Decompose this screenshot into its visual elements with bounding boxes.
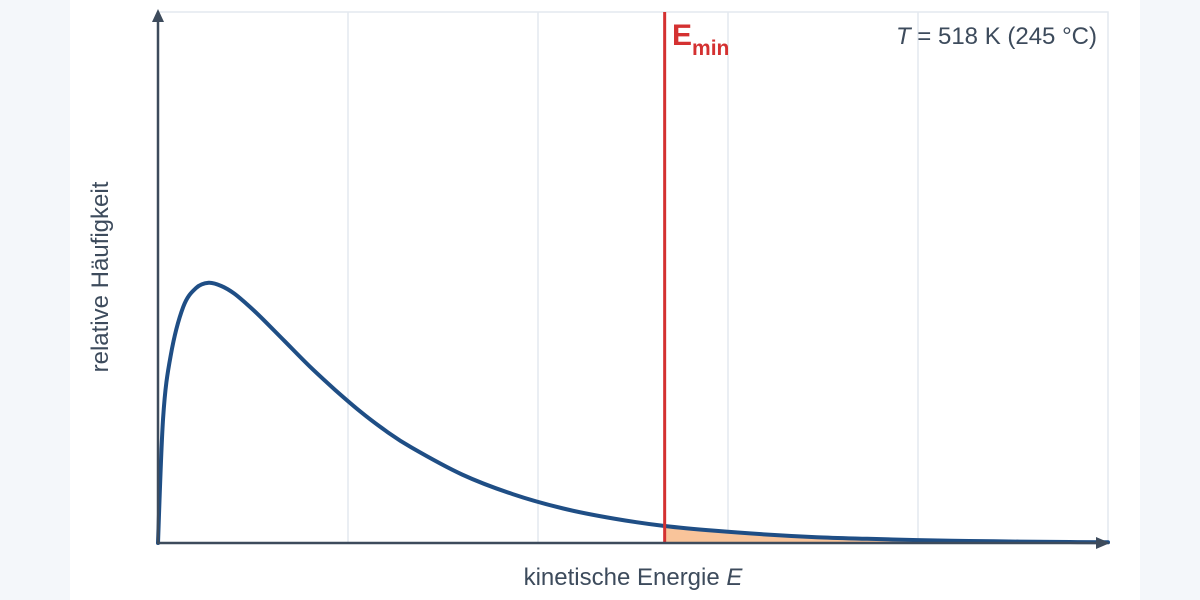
emin-label-main: E <box>672 19 692 52</box>
x-axis-label-text: kinetische Energie <box>524 564 720 591</box>
x-axis-label-variable: E <box>726 564 743 591</box>
emin-label-sub: min <box>692 37 729 60</box>
temperature-annotation: T = 518 K (245 °C) <box>896 23 1097 50</box>
emin-label: Emin <box>672 19 729 60</box>
y-axis-label: relative Häufigkeit <box>87 181 114 372</box>
temperature-variable: T <box>896 23 913 50</box>
plot-frame <box>157 11 1109 544</box>
chart-panel <box>70 0 1140 600</box>
grid-layer <box>157 11 1109 544</box>
x-axis-arrow-icon <box>1096 537 1110 549</box>
y-axis-arrow-icon <box>152 9 164 22</box>
x-axis-label: kinetische Energie E <box>524 564 744 591</box>
temperature-value: = 518 K (245 °C) <box>911 23 1097 50</box>
distribution-curve <box>156 280 1110 545</box>
shaded-area-above-emin <box>664 526 1108 543</box>
